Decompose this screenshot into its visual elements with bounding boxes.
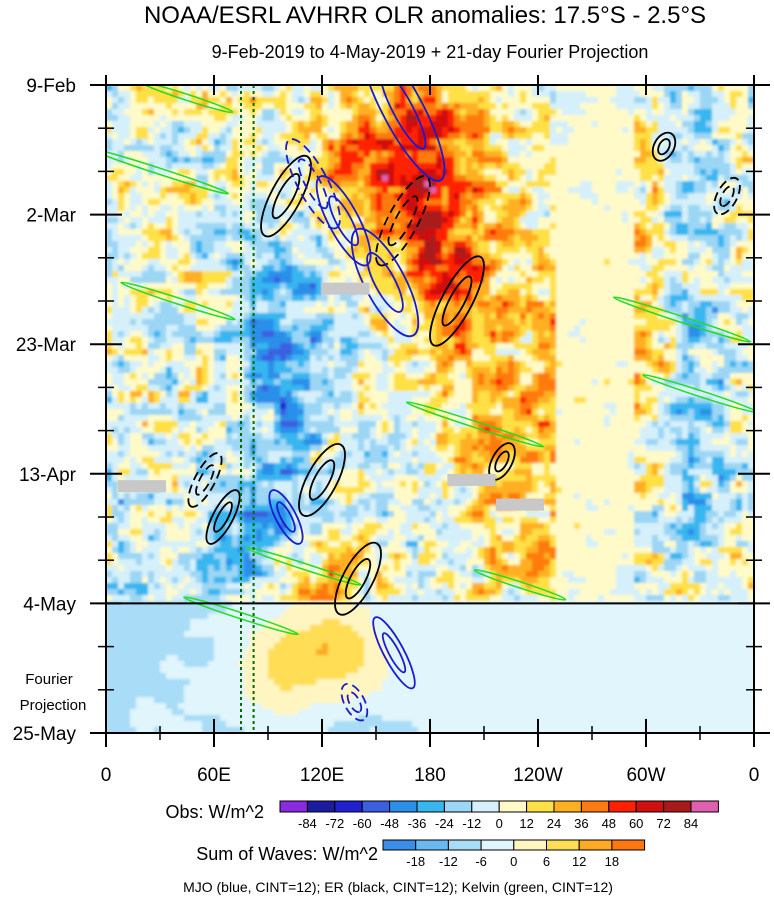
obs-colorbar-label-12: 60	[629, 816, 643, 831]
obs-colorbar-cell-13	[636, 801, 663, 812]
obs-colorbar-label-8: 12	[519, 816, 533, 831]
waves-colorbar-label-0: -18	[406, 854, 425, 869]
obs-colorbar-cell-1	[307, 801, 334, 812]
obs-colorbar-cell-15	[691, 801, 718, 812]
obs-colorbar-label-4: -36	[408, 816, 427, 831]
chart-subtitle: 9-Feb-2019 to 4-May-2019 + 21-day Fourie…	[212, 42, 649, 62]
missing-box-3	[496, 499, 544, 511]
obs-colorbar-label-5: -24	[435, 816, 454, 831]
waves-colorbar-cell-6	[579, 840, 612, 850]
obs-colorbar-label: Obs: W/m^2	[166, 802, 264, 822]
x-tick-label-3: 180	[414, 765, 446, 786]
x-tick-label-5: 60W	[626, 765, 665, 786]
obs-colorbar-label-6: -12	[462, 816, 481, 831]
obs-colorbar-cell-5	[417, 801, 444, 812]
x-tick-label-2: 120E	[300, 765, 344, 786]
obs-colorbar-cell-10	[554, 801, 581, 812]
obs-colorbar-cell-14	[664, 801, 691, 812]
waves-colorbar-label-3: 0	[510, 854, 517, 869]
projection-label-line1: Fourier	[25, 671, 73, 688]
obs-colorbar-cell-12	[609, 801, 636, 812]
obs-colorbar-label-1: -72	[325, 816, 344, 831]
obs-colorbar-label-7: 0	[496, 816, 503, 831]
waves-colorbar-label-1: -12	[439, 854, 458, 869]
waves-colorbar-cell-4	[514, 840, 547, 850]
chart-title: NOAA/ESRL AVHRR OLR anomalies: 17.5°S - …	[144, 2, 706, 29]
obs-colorbar-cell-4	[390, 801, 417, 812]
obs-colorbar-label-10: 36	[574, 816, 588, 831]
y-tick-label-3: 13-Apr	[19, 465, 77, 486]
waves-colorbar-cell-7	[612, 840, 645, 850]
y-tick-label-0: 9-Feb	[26, 76, 76, 97]
waves-colorbar-label: Sum of Waves: W/m^2	[196, 844, 378, 864]
obs-colorbar-cell-7	[472, 801, 499, 812]
obs-colorbar-cell-9	[527, 801, 554, 812]
obs-colorbar-cell-8	[499, 801, 526, 812]
missing-box-1	[118, 480, 166, 492]
waves-colorbar-cell-5	[547, 840, 580, 850]
waves-colorbar-cell-1	[416, 840, 449, 850]
y-tick-label-1: 2-Mar	[26, 206, 76, 227]
waves-colorbar: -18 -12 -6 0 6 12 18	[383, 840, 645, 869]
obs-colorbar-label-3: -48	[380, 816, 399, 831]
waves-colorbar-cell-2	[448, 840, 481, 850]
waves-colorbar-label-2: -6	[475, 854, 487, 869]
obs-colorbar-label-13: 72	[656, 816, 670, 831]
obs-colorbar-label-9: 24	[547, 816, 561, 831]
obs-colorbar-cell-11	[581, 801, 608, 812]
obs-colorbar-cell-2	[335, 801, 362, 812]
waves-colorbar-label-6: 18	[605, 854, 619, 869]
waves-colorbar-label-5: 12	[572, 854, 586, 869]
footer-note: MJO (blue, CINT=12); ER (black, CINT=12)…	[183, 879, 613, 895]
y-tick-label-4: 4-May	[23, 594, 76, 615]
waves-colorbar-label-4: 6	[543, 854, 550, 869]
obs-colorbar-cell-6	[444, 801, 471, 812]
missing-box-2	[447, 474, 495, 486]
plot-area	[91, 30, 758, 734]
y-tick-label-5: 25-May	[13, 724, 77, 745]
obs-colorbar-label-2: -60	[353, 816, 372, 831]
obs-colorbar-cell-3	[362, 801, 389, 812]
x-tick-label-1: 60E	[197, 765, 231, 786]
obs-colorbar-label-14: 84	[684, 816, 698, 831]
missing-box-0	[321, 283, 369, 295]
waves-colorbar-cell-3	[481, 840, 514, 850]
obs-colorbar-label-11: 48	[602, 816, 616, 831]
obs-colorbar: -84 -72 -60 -48 -36 -24 -12 0 12 24 36 48 60 72 84	[280, 801, 718, 831]
x-tick-label-4: 120W	[513, 765, 563, 786]
waves-colorbar-cell-0	[383, 840, 416, 850]
projection-label-line2: Projection	[20, 697, 87, 714]
obs-colorbar-cell-0	[280, 801, 307, 812]
x-tick-label-0: 0	[101, 765, 112, 786]
x-tick-label-6: 0	[749, 765, 760, 786]
obs-colorbar-label-0: -84	[298, 816, 317, 831]
y-tick-label-2: 23-Mar	[16, 335, 77, 356]
